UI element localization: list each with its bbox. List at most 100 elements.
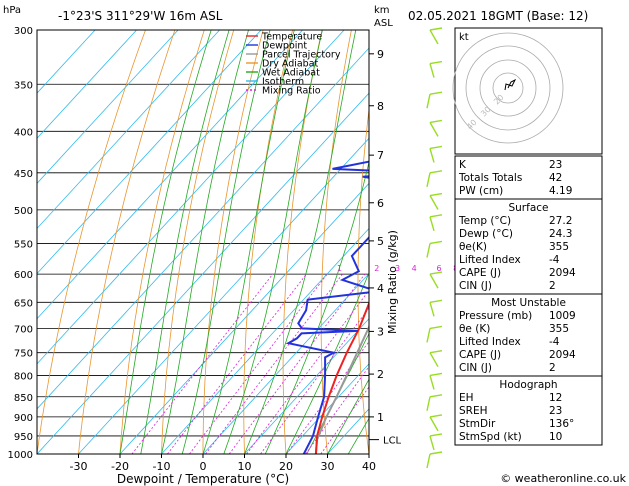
mixing-ratio-label: 3 bbox=[395, 264, 400, 273]
mixing-ratio-line bbox=[228, 273, 366, 454]
wind-barb-flag bbox=[429, 192, 443, 197]
wind-barb bbox=[429, 195, 439, 210]
asl-label: ASL bbox=[374, 18, 393, 29]
height-tick-label: 8 bbox=[377, 100, 384, 113]
wind-barb-flag bbox=[429, 299, 443, 303]
indices-section-title: Surface bbox=[508, 202, 548, 214]
wind-barb bbox=[429, 273, 439, 289]
temperature-tick-label: 20 bbox=[279, 460, 293, 473]
isotherm-line bbox=[202, 272, 369, 454]
mixing-ratio-label: 6 bbox=[437, 264, 442, 273]
isotherm-line bbox=[119, 182, 369, 454]
dry-adiabat-line bbox=[78, 30, 176, 454]
wind-barb bbox=[429, 122, 439, 137]
wet-adiabat-line bbox=[181, 30, 271, 454]
wind-barb-flag bbox=[429, 451, 443, 455]
wind-barb-flag bbox=[429, 91, 443, 95]
index-value: 355 bbox=[549, 323, 569, 335]
legend-entry: Isotherm bbox=[262, 77, 304, 88]
wind-barb bbox=[429, 302, 435, 317]
isotherm-line bbox=[37, 30, 220, 230]
index-name: Pressure (mb) bbox=[459, 310, 532, 322]
index-value: 42 bbox=[549, 172, 562, 184]
pressure-tick-label: 800 bbox=[14, 371, 33, 382]
pressure-tick-label: 950 bbox=[14, 432, 33, 443]
temperature-tick-label: 40 bbox=[362, 460, 376, 473]
indices-section bbox=[454, 155, 603, 200]
temperature-tick-label: 30 bbox=[321, 460, 335, 473]
wind-barb-flag bbox=[429, 271, 443, 275]
indices-section-title: Hodograph bbox=[499, 379, 557, 391]
pressure-tick-label: 600 bbox=[14, 270, 33, 281]
wind-barb bbox=[426, 396, 431, 411]
index-value: 1009 bbox=[549, 310, 576, 322]
wind-barb bbox=[429, 435, 435, 451]
legend-entry: Temperature bbox=[261, 32, 322, 43]
mixing-ratio-axis-label: Mixing Ratio (g/kg) bbox=[386, 230, 399, 334]
wind-barb bbox=[429, 148, 435, 163]
temperature-tick-label: -30 bbox=[70, 460, 88, 473]
index-value: 12 bbox=[549, 392, 562, 404]
wind-barb-flag bbox=[429, 119, 443, 124]
wet-adiabat-line bbox=[140, 30, 230, 454]
isotherm-line bbox=[37, 47, 369, 410]
height-tick-label: 2 bbox=[377, 368, 384, 381]
wind-barb-flag bbox=[429, 372, 443, 377]
legend-entry: Wet Adiabat bbox=[262, 68, 320, 79]
index-name: θe(K) bbox=[459, 241, 487, 253]
isotherm-line bbox=[37, 30, 303, 320]
index-name: Lifted Index bbox=[459, 254, 521, 266]
mixing-ratio-line bbox=[167, 273, 307, 454]
plot-area: 12346810152025 TemperatureDewpointParcel… bbox=[36, 29, 527, 455]
legend-entry: Mixing Ratio bbox=[262, 86, 321, 97]
indices-section bbox=[454, 375, 603, 446]
mixing-ratio-line bbox=[246, 289, 369, 454]
wind-barb-flag bbox=[429, 240, 443, 245]
hodograph-unit-label: kt bbox=[459, 32, 469, 43]
background-lines bbox=[37, 30, 369, 454]
temperature-tick-label: 0 bbox=[200, 460, 207, 473]
wet-adiabat-line bbox=[244, 30, 357, 454]
index-name: CIN (J) bbox=[459, 362, 492, 374]
wind-barb bbox=[429, 375, 435, 390]
datetime-title: 02.05.2021 18GMT (Base: 12) bbox=[408, 9, 588, 23]
index-name: CAPE (J) bbox=[459, 349, 501, 361]
pressure-axis: 300 350 400 450 500 550 600 650 700 750 800 850 900 9… bbox=[8, 26, 33, 461]
height-tick-label: 1 bbox=[377, 411, 384, 424]
indices-section bbox=[454, 198, 603, 295]
legend-entry: Dewpoint bbox=[262, 41, 307, 52]
index-value: 355 bbox=[549, 241, 569, 253]
pressure-tick-label: 900 bbox=[14, 413, 33, 424]
dewpoint-line bbox=[285, 160, 369, 454]
wind-barb-flag bbox=[429, 27, 443, 31]
dry-adiabat-line bbox=[243, 30, 293, 454]
index-value: 23 bbox=[549, 405, 562, 417]
isotherm-line bbox=[37, 92, 369, 454]
mixing-ratio-label: 1 bbox=[337, 264, 342, 273]
index-value: 2 bbox=[549, 362, 556, 374]
dry-adiabat-line bbox=[320, 30, 352, 454]
indices-table: K 23 Totals Totals 42 PW (cm) 4.19SurfaceTemp… bbox=[454, 155, 603, 446]
index-name: StmDir bbox=[459, 418, 496, 430]
pressure-tick-label: 400 bbox=[14, 127, 33, 138]
dry-adiabat-line bbox=[119, 30, 205, 454]
isotherm-line bbox=[244, 318, 369, 454]
height-tick-label: 9 bbox=[377, 48, 384, 61]
copyright-footer: © weatheronline.co.uk bbox=[500, 472, 626, 485]
index-name: Dewp (°C) bbox=[459, 228, 513, 240]
index-name: CAPE (J) bbox=[459, 267, 501, 279]
wind-barb bbox=[426, 243, 431, 258]
wind-profile bbox=[426, 27, 443, 469]
wind-barb bbox=[426, 328, 431, 343]
isotherm-line bbox=[37, 30, 179, 184]
wind-barb bbox=[429, 29, 439, 45]
pressure-tick-label: 350 bbox=[14, 80, 33, 91]
pressure-tick-label: 650 bbox=[14, 298, 33, 309]
index-name: K bbox=[459, 159, 467, 171]
index-value: -4 bbox=[549, 254, 560, 266]
temperature-axis: -30 -20 -10 0 10 20 30 40 bbox=[70, 454, 376, 473]
mixing-ratio-line bbox=[260, 307, 369, 454]
